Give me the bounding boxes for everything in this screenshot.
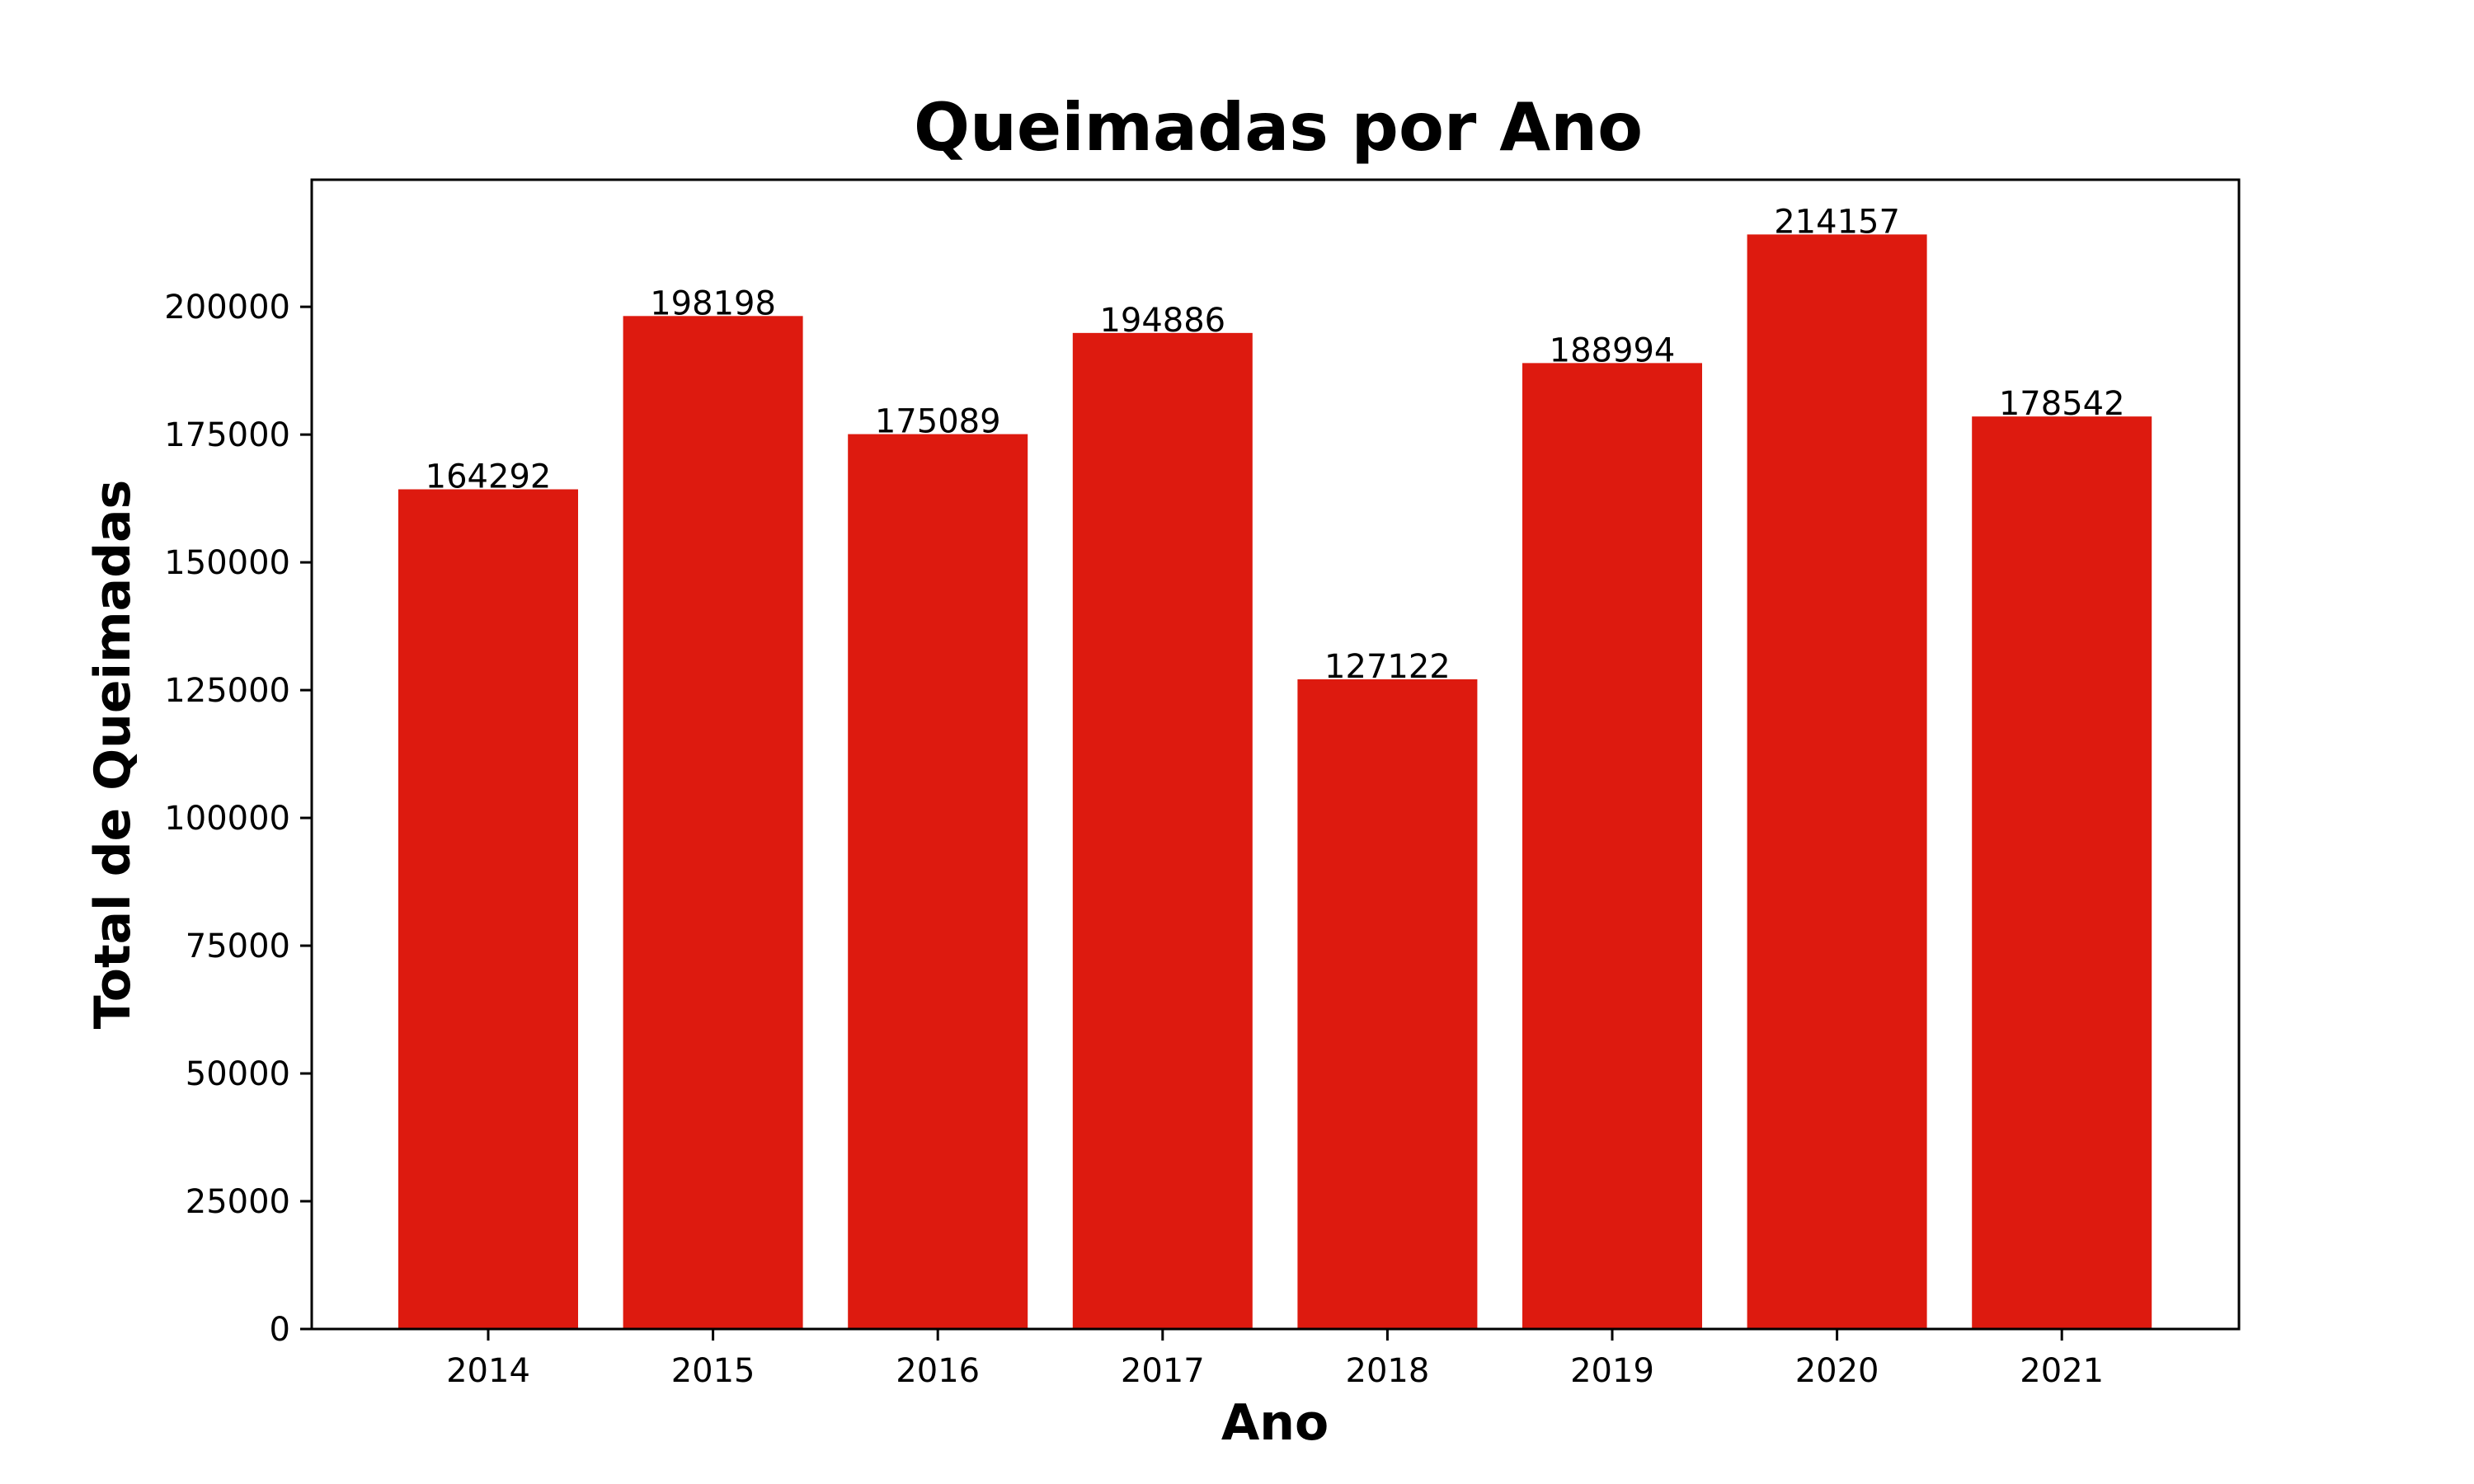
y-axis: 0 25000 50000 75000 100000 125000 150000 175000… <box>164 289 312 1349</box>
x-axis-label: Ano <box>1221 1394 1329 1452</box>
data-label-2021: 178542 <box>1999 385 2125 423</box>
data-label-2015: 198198 <box>650 284 776 322</box>
bar-2015 <box>623 316 803 1330</box>
data-label-2014: 164292 <box>426 458 552 496</box>
data-label-2020: 214157 <box>1774 203 1900 241</box>
y-tick-label-100000: 100000 <box>164 800 290 838</box>
x-tick-label-2015: 2015 <box>671 1352 755 1390</box>
data-label-2019: 188994 <box>1550 331 1676 369</box>
x-axis: 2014 2015 2016 2017 2018 2019 2020 2021 <box>446 1329 2104 1390</box>
bar-2019 <box>1522 363 1702 1329</box>
bar-2020 <box>1747 234 1927 1329</box>
data-label-2018: 127122 <box>1324 648 1451 686</box>
y-axis-label: Total de Queimadas <box>84 480 142 1029</box>
data-labels-group: 164292 198198 175089 194886 127122 188994 2141… <box>426 203 2125 686</box>
x-tick-label-2017: 2017 <box>1121 1352 1205 1390</box>
y-tick-label-25000: 25000 <box>186 1183 290 1221</box>
data-label-2016: 175089 <box>875 403 1001 441</box>
x-tick-label-2021: 2021 <box>2020 1352 2104 1390</box>
x-tick-label-2019: 2019 <box>1570 1352 1654 1390</box>
bars-group <box>398 234 2152 1330</box>
y-tick-label-175000: 175000 <box>164 416 290 454</box>
y-tick-label-150000: 150000 <box>164 544 290 582</box>
x-tick-label-2014: 2014 <box>446 1352 530 1390</box>
bar-2021 <box>1972 416 2152 1330</box>
bar-2017 <box>1072 332 1253 1329</box>
bar-2016 <box>848 434 1028 1329</box>
bar-2018 <box>1297 679 1478 1329</box>
chart-title: Queimadas por Ano <box>914 89 1643 166</box>
x-tick-label-2020: 2020 <box>1795 1352 1879 1390</box>
data-label-2017: 194886 <box>1099 302 1225 340</box>
x-tick-label-2016: 2016 <box>896 1352 980 1390</box>
plot-frame <box>310 178 2241 1331</box>
y-tick-label-200000: 200000 <box>164 289 290 326</box>
y-tick-label-125000: 125000 <box>164 672 290 710</box>
y-tick-label-50000: 50000 <box>186 1055 290 1093</box>
y-tick-label-75000: 75000 <box>186 928 290 965</box>
y-tick-label-0: 0 <box>270 1311 290 1349</box>
bar-2014 <box>398 489 578 1329</box>
x-tick-label-2018: 2018 <box>1346 1352 1430 1390</box>
